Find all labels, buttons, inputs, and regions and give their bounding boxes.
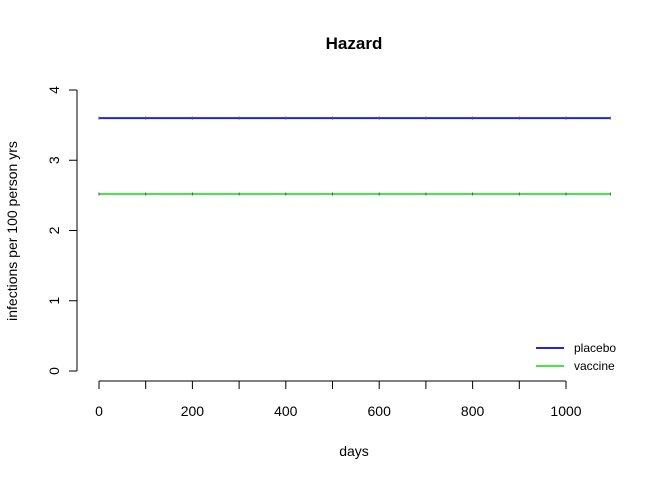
x-tick-label: 1000 [550, 403, 581, 419]
y-axis-ticks: 0 1 2 3 4 [46, 86, 77, 375]
y-tick-label: 3 [46, 156, 62, 164]
y-axis-label: infections per 100 person yrs [4, 141, 20, 321]
y-tick-label: 2 [46, 226, 62, 234]
x-tick-label: 800 [461, 403, 485, 419]
y-tick-label: 0 [46, 367, 62, 375]
x-tick-label: 200 [181, 403, 205, 419]
x-tick-label: 0 [95, 403, 103, 419]
series-layer [98, 116, 611, 196]
x-tick-label: 400 [274, 403, 298, 419]
y-tick-label: 4 [46, 86, 62, 94]
y-tick-label: 1 [46, 297, 62, 305]
legend: placebo vaccine [536, 341, 616, 373]
x-axis-ticks: 0 200 400 600 800 1000 [95, 381, 582, 419]
chart-title: Hazard [326, 34, 383, 53]
legend-label-vaccine: vaccine [574, 359, 615, 373]
x-tick-label: 600 [368, 403, 392, 419]
x-axis-label: days [339, 443, 369, 459]
legend-label-placebo: placebo [574, 341, 616, 355]
